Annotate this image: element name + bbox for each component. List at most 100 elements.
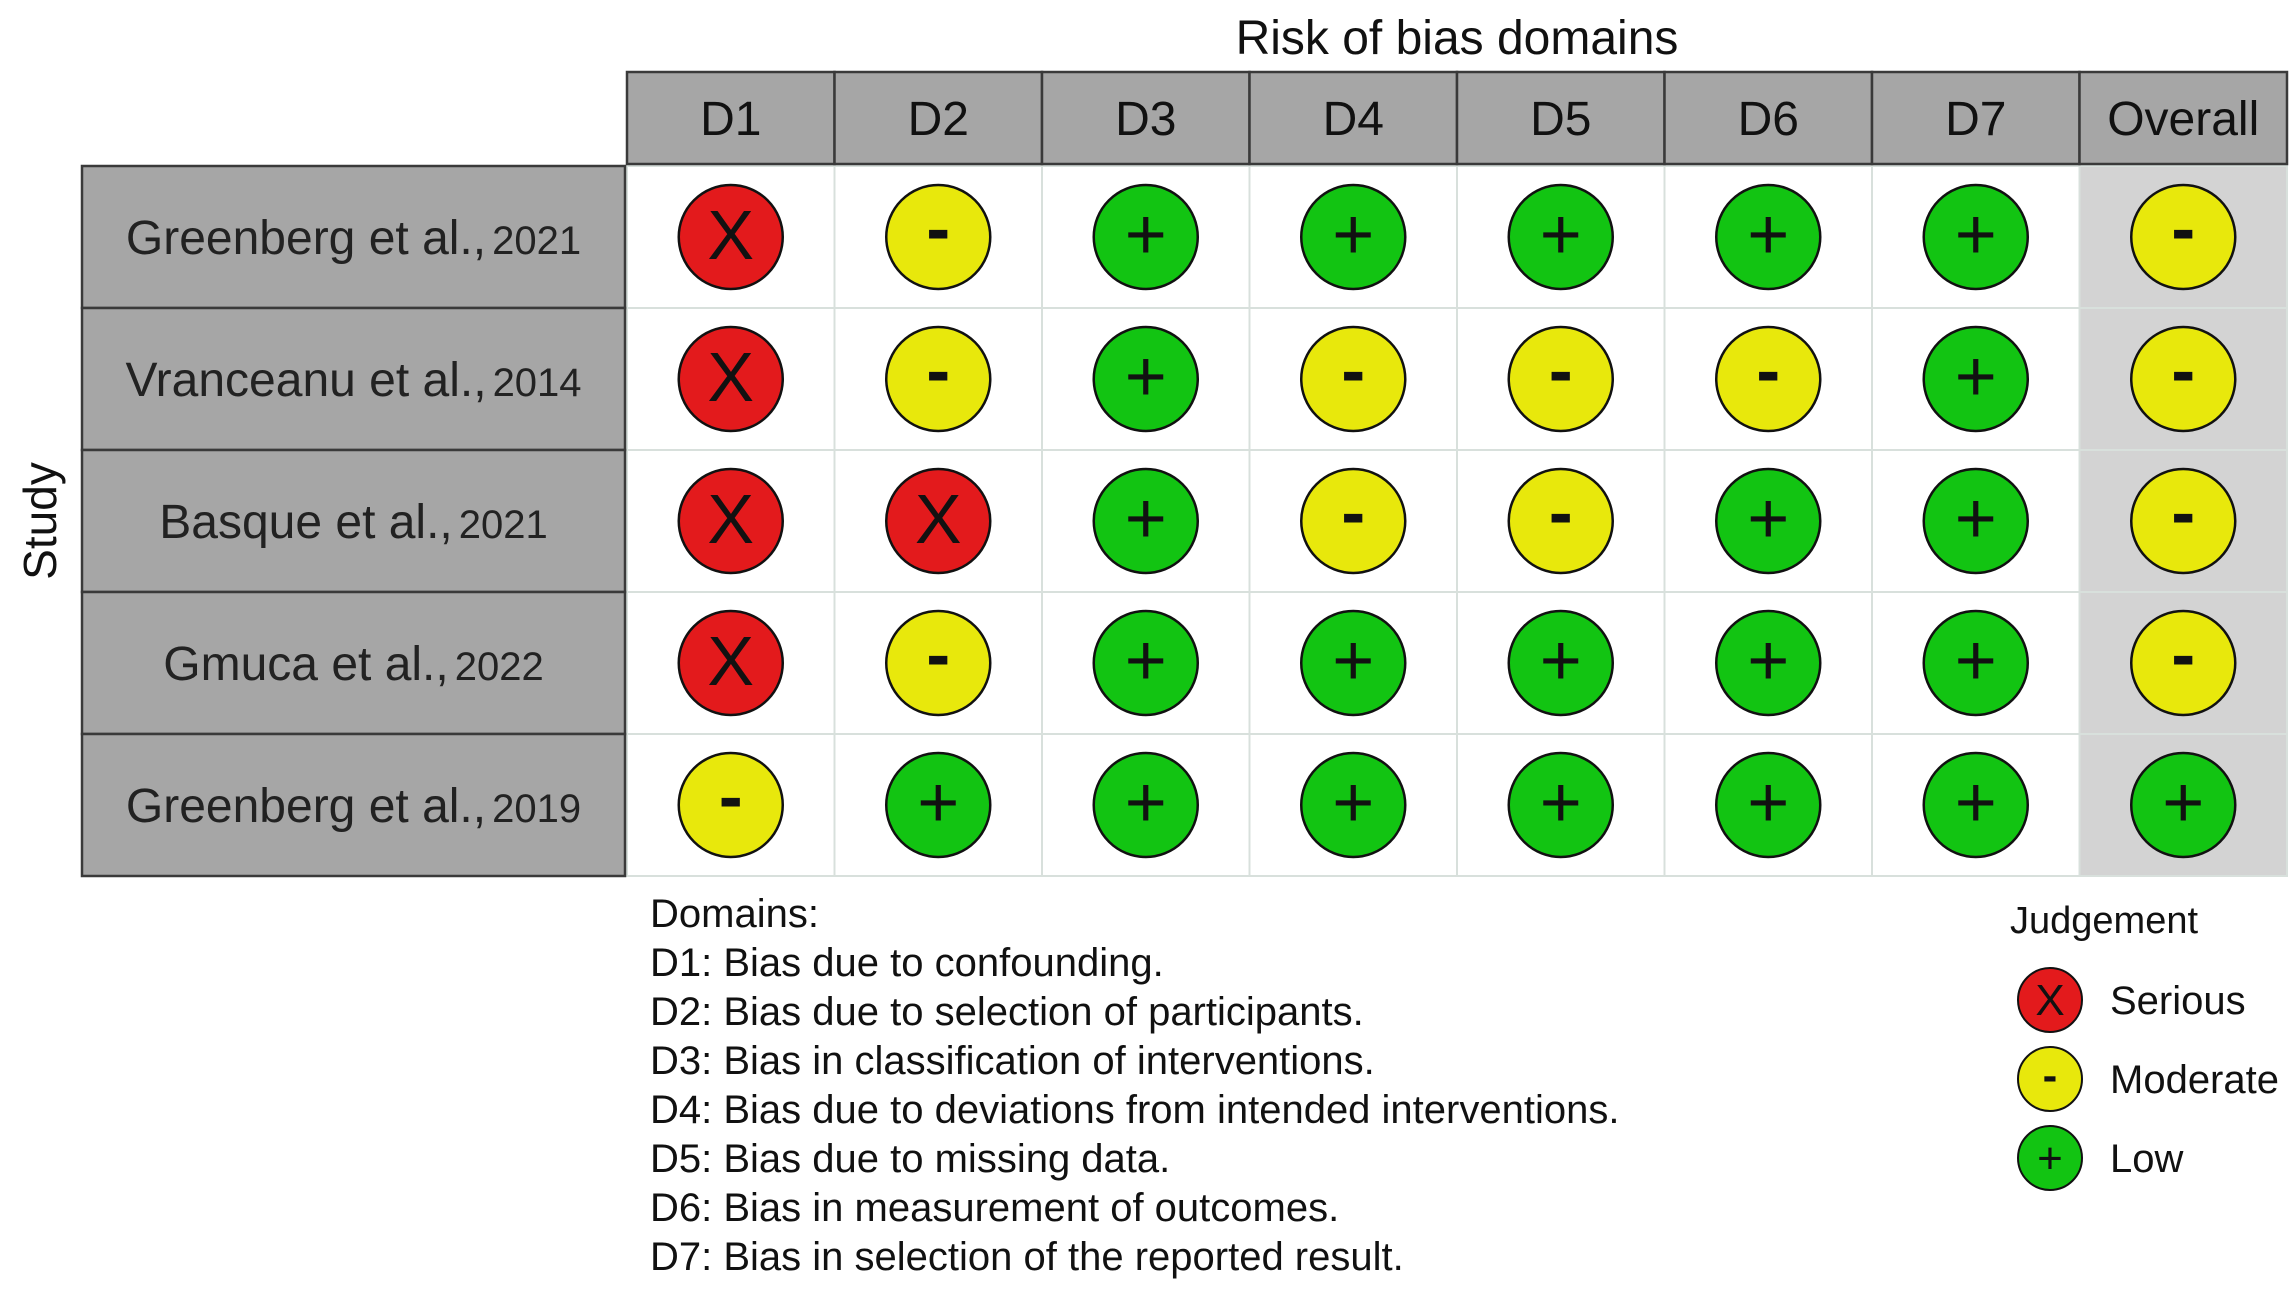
judgement-moderate-symbol: -	[1549, 473, 1573, 553]
column-header-d2: D2	[908, 93, 969, 146]
judgement-low-marker	[1922, 325, 2029, 433]
judgement-moderate-marker	[885, 183, 992, 291]
judgement-low-symbol: +	[1332, 621, 1374, 701]
judgement-low-marker	[1922, 467, 2029, 575]
chart-title: Risk of bias domains	[1236, 12, 1679, 65]
legend-moderate-label: Moderate	[2110, 1058, 2279, 1102]
judgement-low-marker	[1092, 751, 1199, 859]
column-header-d7: D7	[1945, 93, 2006, 146]
judgement-low-symbol: +	[1125, 195, 1167, 275]
column-header-cell	[1040, 70, 1251, 166]
judgement-low-symbol: +	[1125, 621, 1167, 701]
column-header-cell	[1455, 70, 1666, 166]
judgement-low-symbol: +	[1125, 763, 1167, 843]
study-year: 2021	[492, 219, 581, 263]
judgement-low-symbol: +	[1125, 337, 1167, 417]
legend-serious-symbol: X	[2035, 976, 2064, 1025]
study-label: Greenberg et al., 2019	[126, 780, 581, 833]
grid-cell	[2078, 733, 2288, 877]
judgement-low-marker	[1300, 751, 1407, 859]
judgement-low-marker	[1507, 183, 1614, 291]
column-header-d1: D1	[700, 93, 761, 146]
judgement-moderate-symbol: -	[2171, 615, 2195, 695]
domain-definitions: Domains: D1: Bias due to confounding. D2…	[650, 890, 1619, 1282]
judgement-moderate-symbol: -	[1341, 331, 1365, 411]
judgement-moderate-symbol: -	[926, 331, 950, 411]
judgement-low-marker	[1922, 183, 2029, 291]
judgement-low-symbol: +	[1955, 479, 1997, 559]
legend-title: Judgement	[2010, 900, 2198, 942]
judgement-low-marker	[1715, 751, 1822, 859]
domain-definition-d6: D6: Bias in measurement of outcomes.	[650, 1186, 1340, 1230]
judgement-low-symbol: +	[917, 763, 959, 843]
judgement-moderate-symbol: -	[2171, 331, 2195, 411]
judgement-moderate-marker	[1715, 325, 1822, 433]
judgement-low-symbol: +	[1332, 195, 1374, 275]
judgement-moderate-symbol: -	[926, 189, 950, 269]
judgement-serious-symbol: X	[707, 196, 754, 274]
judgement-moderate-marker	[885, 609, 992, 717]
study-author: Greenberg et al.,	[126, 212, 486, 265]
judgement-low-symbol: +	[1747, 621, 1789, 701]
study-year: 2022	[455, 645, 544, 689]
judgement-serious-marker	[885, 467, 992, 575]
domains-heading: Domains:	[650, 892, 819, 936]
column-header-d3: D3	[1115, 93, 1176, 146]
judgement-low-marker	[1715, 609, 1822, 717]
judgement-low-marker	[1300, 183, 1407, 291]
study-year: 2019	[492, 787, 581, 831]
legend-low-label: Low	[2110, 1137, 2183, 1181]
judgement-low-symbol: +	[1540, 195, 1582, 275]
study-label: Gmuca et al., 2022	[163, 638, 543, 691]
column-header-d4: D4	[1323, 93, 1384, 146]
judgement-low-symbol: +	[1747, 195, 1789, 275]
study-label-cell	[80, 306, 627, 452]
judgement-serious-marker	[677, 467, 784, 575]
judgement-low-marker	[2130, 751, 2237, 859]
domain-definition-d3: D3: Bias in classification of interventi…	[650, 1039, 1375, 1083]
study-axis-label: Study	[14, 462, 66, 580]
judgement-low-marker	[1507, 751, 1614, 859]
study-label-cell	[80, 590, 627, 736]
study-year: 2021	[459, 503, 548, 547]
judgement-low-symbol: +	[1747, 763, 1789, 843]
judgement-low-symbol: +	[1747, 479, 1789, 559]
judgement-serious-marker	[677, 325, 784, 433]
domain-definition-d5: D5: Bias due to missing data.	[650, 1137, 1171, 1181]
study-year: 2014	[493, 361, 582, 405]
judgement-serious-symbol: X	[915, 480, 962, 558]
study-author: Greenberg et al.,	[126, 780, 486, 833]
judgement-low-marker	[885, 751, 992, 859]
column-header-cell	[833, 70, 1044, 166]
judgement-low-marker	[1300, 609, 1407, 717]
judgement-moderate-marker	[2130, 609, 2237, 717]
judgement-moderate-symbol: -	[1341, 473, 1365, 553]
judgement-low-symbol: +	[1955, 763, 1997, 843]
judgement-low-symbol: +	[1955, 195, 1997, 275]
judgement-moderate-symbol: -	[2171, 473, 2195, 553]
legend-serious-label: Serious	[2110, 979, 2246, 1023]
judgement-serious-symbol: X	[707, 480, 754, 558]
legend-low-marker	[2017, 1125, 2083, 1191]
judgement-serious-symbol: X	[707, 338, 754, 416]
domain-definition-d1: D1: Bias due to confounding.	[650, 941, 1164, 985]
study-label: Basque et al., 2021	[159, 496, 548, 549]
judgement-moderate-marker	[1507, 467, 1614, 575]
study-label-cell	[80, 164, 627, 310]
judgement-low-symbol: +	[1540, 621, 1582, 701]
study-label: Vranceanu et al., 2014	[125, 354, 581, 407]
column-header-d5: D5	[1530, 93, 1591, 146]
domain-definition-d7: D7: Bias in selection of the reported re…	[650, 1235, 1404, 1279]
column-header-d6: D6	[1738, 93, 1799, 146]
column-header-cell	[625, 70, 836, 166]
study-author: Gmuca et al.,	[163, 638, 448, 691]
legend-serious-marker	[2017, 967, 2083, 1033]
judgement-moderate-symbol: -	[719, 757, 743, 837]
judgement-low-symbol: +	[1540, 763, 1582, 843]
column-header-cell	[1663, 70, 1874, 166]
judgement-serious-symbol: X	[707, 622, 754, 700]
judgement-low-marker	[1507, 609, 1614, 717]
judgement-moderate-symbol: -	[926, 615, 950, 695]
judgement-moderate-marker	[677, 751, 784, 859]
